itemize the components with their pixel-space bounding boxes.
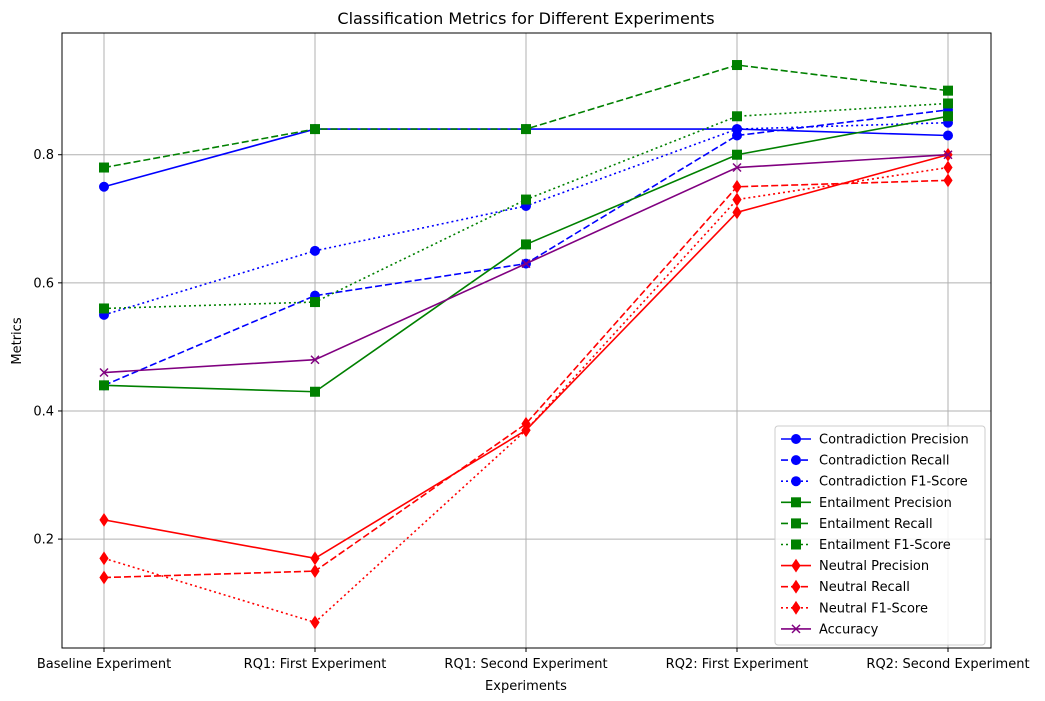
data-point	[943, 98, 953, 109]
data-point	[521, 124, 531, 135]
legend-item: Entailment F1-Score	[781, 538, 951, 553]
legend-marker	[791, 579, 801, 594]
legend-label: Contradiction Recall	[819, 454, 950, 469]
legend-label: Accuracy	[819, 622, 879, 637]
data-point	[310, 124, 320, 135]
data-point	[732, 60, 742, 71]
legend-marker	[791, 539, 801, 550]
data-point	[943, 111, 953, 122]
series-contradiction-f1-score	[99, 117, 953, 320]
data-point	[310, 615, 320, 630]
legend-label: Contradiction F1-Score	[819, 475, 968, 490]
data-point	[310, 386, 320, 397]
data-point	[521, 239, 531, 250]
legend-marker	[791, 624, 801, 634]
data-point	[732, 205, 742, 220]
legend-item: Contradiction F1-Score	[781, 475, 968, 490]
legend-item: Neutral Recall	[781, 579, 910, 595]
legend-marker	[791, 476, 801, 487]
legend: Contradiction Precision Contradiction Rec…	[774, 425, 986, 646]
series-layer	[99, 60, 953, 630]
legend-label: Entailment F1-Score	[819, 538, 951, 553]
data-point	[310, 551, 320, 566]
data-point	[99, 380, 109, 391]
data-point	[521, 194, 531, 205]
x-tick-label: RQ2: First Experiment	[666, 657, 809, 672]
legend-item: Entailment Precision	[781, 496, 952, 511]
data-point	[943, 150, 953, 160]
legend-marker	[791, 518, 801, 529]
legend-label: Neutral Precision	[819, 559, 929, 574]
x-axis-label: Experiments	[485, 679, 567, 694]
data-point	[310, 564, 320, 579]
series-entailment-precision	[99, 111, 953, 397]
legend-marker	[791, 600, 801, 615]
legend-marker	[791, 558, 801, 573]
data-point	[310, 245, 320, 256]
legend-marker	[791, 497, 801, 508]
legend-item: Entailment Recall	[781, 517, 933, 532]
data-point	[943, 85, 953, 96]
series-entailment-f1-score	[99, 98, 953, 314]
y-tick-label: 0.4	[33, 404, 54, 419]
data-point	[732, 111, 742, 122]
data-point	[99, 551, 109, 566]
y-tick-label: 0.6	[33, 276, 54, 291]
data-point	[310, 297, 320, 308]
grid	[62, 33, 991, 648]
axis-ticks: Baseline Experiment RQ1: First Experiment…	[33, 148, 1029, 672]
y-tick-label: 0.8	[33, 148, 54, 163]
data-point	[521, 423, 531, 438]
legend-label: Entailment Recall	[819, 517, 933, 532]
x-tick-label: Baseline Experiment	[37, 657, 171, 672]
series-entailment-recall	[99, 60, 953, 173]
data-point	[310, 355, 320, 365]
x-tick-label: RQ1: First Experiment	[244, 657, 387, 672]
data-point	[943, 160, 953, 175]
legend-item: Accuracy	[781, 622, 879, 637]
legend-label: Neutral Recall	[819, 580, 910, 595]
x-tick-label: RQ2: Second Experiment	[866, 657, 1029, 672]
data-point	[99, 181, 109, 192]
chart-title: Classification Metrics for Different Exp…	[337, 9, 714, 28]
data-point	[99, 162, 109, 173]
data-point	[732, 149, 742, 160]
data-point	[943, 173, 953, 188]
series-line	[103, 179, 949, 579]
series-neutral-f1-score	[99, 160, 953, 630]
y-axis-label: Metrics	[10, 317, 25, 364]
legend-label: Entailment Precision	[819, 496, 952, 511]
legend-item: Neutral Precision	[781, 558, 929, 574]
data-point	[99, 570, 109, 585]
data-point	[99, 512, 109, 527]
legend-label: Neutral F1-Score	[819, 601, 928, 616]
data-point	[943, 130, 953, 141]
legend-marker	[791, 455, 801, 466]
legend-label: Contradiction Precision	[819, 433, 969, 448]
data-point	[99, 303, 109, 314]
series-neutral-recall	[99, 173, 953, 585]
legend-item: Neutral F1-Score	[781, 600, 928, 616]
legend-item: Contradiction Precision	[781, 433, 969, 448]
legend-box	[774, 425, 986, 646]
y-tick-label: 0.2	[33, 533, 54, 548]
data-point	[732, 124, 742, 135]
data-point	[732, 192, 742, 207]
data-point	[732, 163, 742, 173]
series-accuracy	[99, 150, 953, 378]
legend-marker	[791, 434, 801, 444]
legend-item: Contradiction Recall	[781, 454, 950, 469]
data-point	[521, 259, 531, 269]
data-point	[99, 368, 109, 378]
x-tick-label: RQ1: Second Experiment	[444, 657, 607, 672]
